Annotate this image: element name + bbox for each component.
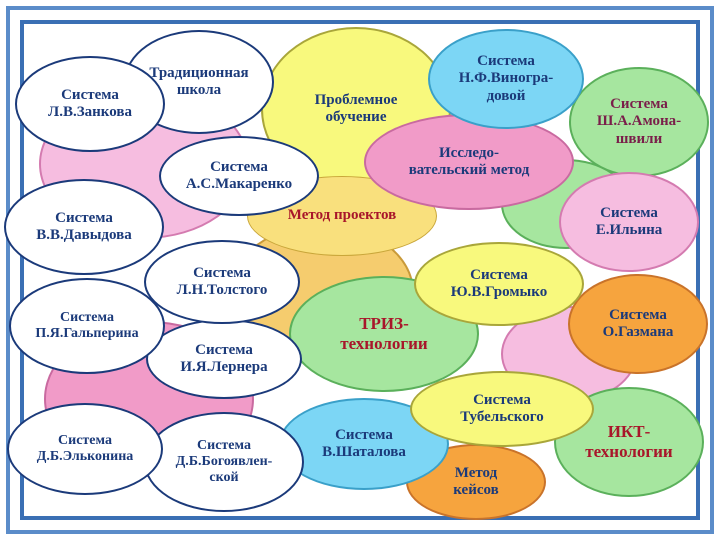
ellipse-n05: СистемаШ.А.Амона-швили [569,67,709,177]
ellipse-label: СистемаА.С.Макаренко [186,159,292,194]
ellipse-n09: СистемаВ.В.Давыдова [4,179,164,275]
ellipse-label: СистемаО.Газмана [603,307,674,342]
ellipse-label: СистемаШ.А.Амона-швили [597,96,681,148]
ellipse-label: СистемаН.Ф.Виногра-довой [459,53,554,105]
ellipse-n14: СистемаЮ.В.Громыко [414,242,584,326]
ellipse-label: СистемаВ.В.Давыдова [36,210,131,245]
ellipse-label: СистемаЕ.Ильина [596,205,663,240]
ellipse-n01: СистемаЛ.В.Занкова [15,56,165,152]
ellipse-label: СистемаЛ.В.Занкова [48,87,132,122]
ellipse-n08: Исследо-вательский метод [364,114,574,210]
ellipse-n17: СистемаО.Газмана [568,274,708,374]
ellipse-n04: СистемаН.Ф.Виногра-довой [428,29,584,129]
ellipse-label: Проблемноеобучение [315,92,398,127]
ellipse-n07: СистемаА.С.Макаренко [159,136,319,216]
ellipse-n11: СистемаЕ.Ильина [559,172,699,272]
ellipse-n12: СистемаЛ.Н.Толстого [144,240,300,324]
ellipse-label: СистемаТубельского [460,392,543,427]
ellipse-label: СистемаВ.Шаталова [322,427,406,462]
ellipse-n20: СистемаТубельского [410,371,594,447]
ellipse-n21: СистемаД.Б.Эльконина [7,403,163,495]
ellipse-label: ТРИЗ-технологии [340,314,427,353]
ellipse-n18: СистемаИ.Я.Лернера [146,319,302,399]
ellipse-n22: СистемаД.Б.Богоявлен-ской [144,412,304,512]
ellipse-n15: СистемаП.Я.Гальперина [9,278,165,374]
ellipse-label: Исследо-вательский метод [409,145,530,180]
ellipse-label: Традиционнаяшкола [149,65,248,100]
ellipse-label: СистемаЮ.В.Громыко [451,267,547,302]
diagram-canvas: Проблемноеобучение СистемаШ.А.Амона-швили… [24,24,696,516]
ellipse-label: СистемаД.Б.Богоявлен-ской [176,438,273,486]
ellipse-label: Методкейсов [453,465,498,500]
ellipse-label: СистемаП.Я.Гальперина [35,310,138,342]
ellipse-label: СистемаД.Б.Эльконина [37,433,134,465]
ellipse-label: СистемаЛ.Н.Толстого [177,265,268,300]
ellipse-label: ИКТ-технологии [585,422,672,461]
ellipse-label: Метод проектов [288,207,396,224]
ellipse-label: СистемаИ.Я.Лернера [180,342,267,377]
